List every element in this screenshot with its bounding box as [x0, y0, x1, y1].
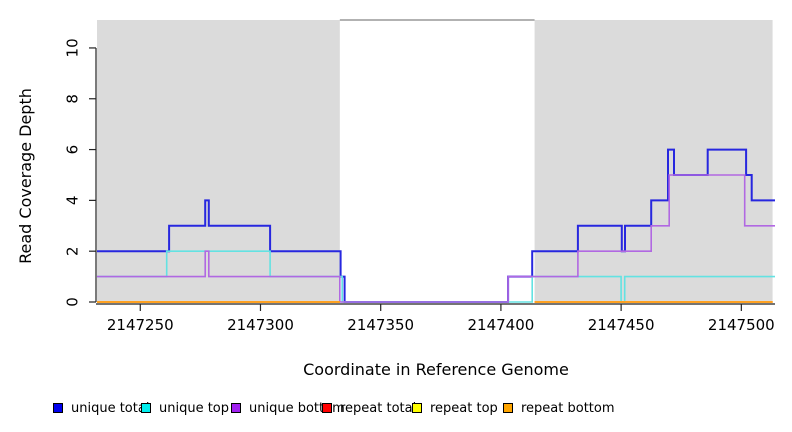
series-unique-bottom: [97, 174, 775, 303]
legend-label: repeat top: [430, 400, 498, 416]
legend-item-unique-top: unique top: [141, 398, 229, 418]
legend-label: unique bottom: [249, 400, 345, 416]
legend-label: unique top: [159, 400, 230, 416]
legend-item-repeat-bottom: repeat bottom: [503, 398, 615, 418]
y-tick-label: 2: [63, 246, 81, 256]
y-tick-label: 0: [63, 297, 81, 307]
covered-region-1: [97, 20, 340, 302]
x-tick-label: 2147450: [588, 316, 655, 334]
chart-canvas: 2147250 2147300 2147350 2147400 2147450 21475…: [63, 19, 775, 334]
legend-item-repeat-total: repeat total: [322, 398, 416, 418]
legend-label: repeat total: [340, 400, 417, 416]
y-tick-label: 8: [63, 94, 81, 104]
legend-swatch-unique-total: [53, 403, 63, 413]
y-tick-label: 10: [63, 38, 81, 57]
x-tick-label: 2147250: [107, 316, 174, 334]
legend-swatch-unique-top: [141, 403, 151, 413]
y-tick-label: 4: [63, 196, 81, 206]
legend-swatch-repeat-top: [412, 403, 422, 413]
legend-item-unique-total: unique total: [53, 398, 149, 418]
legend-item-repeat-top: repeat top: [412, 398, 498, 418]
x-tick-label: 2147500: [708, 316, 775, 334]
legend-item-unique-bottom: unique bottom: [231, 398, 345, 418]
series-unique-total: [97, 148, 775, 303]
x-tick-label: 2147300: [227, 316, 294, 334]
legend-label: repeat bottom: [521, 400, 615, 416]
legend-swatch-repeat-total: [322, 403, 332, 413]
x-tick-label: 2147350: [347, 316, 414, 334]
legend-swatch-unique-bottom: [231, 403, 241, 413]
legend: unique total unique top unique bottom repea…: [0, 398, 792, 420]
legend-label: unique total: [71, 400, 150, 416]
covered-region-2: [534, 20, 773, 302]
legend-swatch-repeat-bottom: [503, 403, 513, 413]
x-tick-label: 2147400: [468, 316, 535, 334]
y-tick-label: 6: [63, 145, 81, 155]
x-axis-label: Coordinate in Reference Genome: [303, 360, 569, 379]
